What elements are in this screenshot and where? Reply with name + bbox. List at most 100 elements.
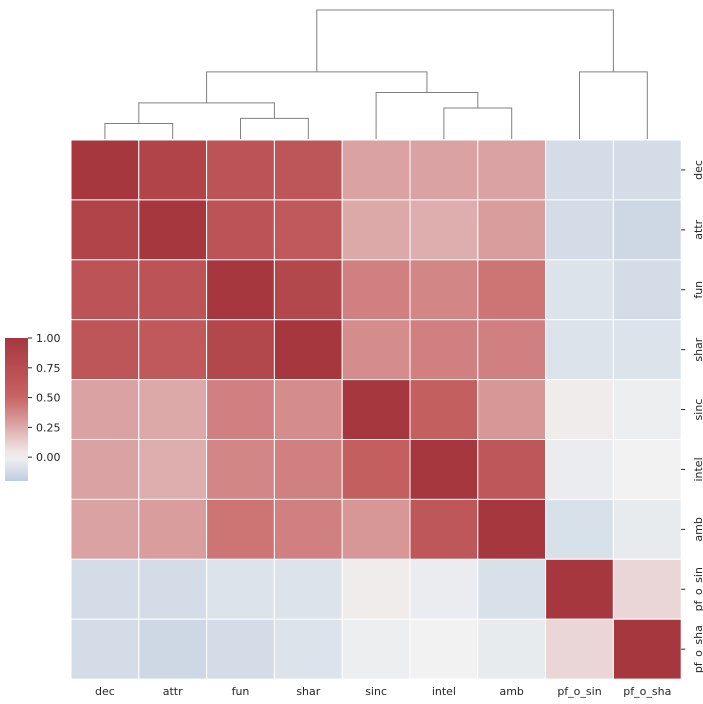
heatmap-cell-attr-attr xyxy=(138,199,208,261)
heatmap-cell-shar-sinc xyxy=(341,319,411,381)
heatmap-cell-sinc-intel xyxy=(409,379,479,441)
heatmap-cell-shar-pf_o_sin xyxy=(545,319,614,381)
heatmap-cell-fun-dec xyxy=(70,259,140,321)
column-dendrogram xyxy=(104,9,648,139)
heatmap-cell-fun-attr xyxy=(138,259,208,321)
colorbar-tick-label: 1.00 xyxy=(36,332,61,345)
heatmap-cell-amb-intel xyxy=(409,498,479,560)
row-label-dec: dec xyxy=(692,160,703,180)
row-label-amb: amb xyxy=(692,517,703,541)
heatmap-cell-intel-shar xyxy=(273,439,343,500)
heatmap-cell-dec-sinc xyxy=(341,139,411,201)
heatmap-cell-attr-amb xyxy=(477,199,547,261)
row-label-intel: intel xyxy=(692,457,703,481)
heatmap-cell-sinc-pf_o_sha xyxy=(612,379,682,441)
heatmap-cell-pf_o_sha-shar xyxy=(273,618,343,680)
heatmap-cell-amb-pf_o_sin xyxy=(545,498,614,560)
heatmap-cell-shar-fun xyxy=(206,319,275,381)
heatmap-cell-sinc-attr xyxy=(138,379,208,441)
heatmap-cell-dec-intel xyxy=(409,139,479,201)
heatmap-cell-intel-pf_o_sin xyxy=(545,439,614,500)
heatmap-cell-intel-intel xyxy=(409,439,479,500)
col-label-pf_o_sha: pf_o_sha xyxy=(623,685,671,698)
column-labels: dec attr fun shar sinc intel amb pf_o_sin pf_o_s… xyxy=(95,685,671,698)
colorbar: 1.00 0.75 0.50 0.25 0.00 xyxy=(5,332,61,481)
row-label-shar: shar xyxy=(692,337,703,361)
heatmap-cell-sinc-sinc xyxy=(341,379,411,441)
dendro-link-sinc xyxy=(375,92,479,139)
heatmap-cell-amb-pf_o_sha xyxy=(612,498,682,560)
heatmap-cell-pf_o_sin-pf_o_sin xyxy=(545,558,614,620)
heatmap-cell-dec-attr xyxy=(138,139,208,201)
heatmap-cell-amb-dec xyxy=(70,498,140,560)
row-labels: dec attr fun shar sinc intel amb pf_o_sin pf_o_s… xyxy=(681,160,703,673)
heatmap-cell-sinc-shar xyxy=(273,379,343,441)
heatmap-cell-sinc-amb xyxy=(477,379,547,441)
heatmap-cell-pf_o_sin-amb xyxy=(477,558,547,620)
dendro-link-pf xyxy=(579,71,648,139)
heatmap-cell-intel-dec xyxy=(70,439,140,500)
heatmap-cell-pf_o_sin-fun xyxy=(206,558,275,620)
heatmap-cell-fun-pf_o_sin xyxy=(545,259,614,321)
colorbar-gradient xyxy=(5,338,28,481)
heatmap-cell-pf_o_sha-pf_o_sin xyxy=(545,618,614,680)
heatmap-cell-dec-pf_o_sha xyxy=(612,139,682,201)
heatmap-cell-intel-sinc xyxy=(341,439,411,500)
dendro-link-root xyxy=(316,9,614,72)
colorbar-tick-label: 0.50 xyxy=(36,392,61,405)
heatmap-cell-pf_o_sha-amb xyxy=(477,618,547,680)
heatmap-cell-intel-amb xyxy=(477,439,547,500)
heatmap-cell-intel-fun xyxy=(206,439,275,500)
heatmap-cell-shar-dec xyxy=(70,319,140,381)
heatmap-cell-dec-dec xyxy=(70,139,140,201)
row-label-sinc: sinc xyxy=(692,399,703,421)
col-label-sinc: sinc xyxy=(365,685,387,698)
dendro-link-pairs xyxy=(138,102,275,124)
heatmap-cell-attr-sinc xyxy=(341,199,411,261)
heatmap-cell-fun-pf_o_sha xyxy=(612,259,682,321)
col-label-pf_o_sin: pf_o_sin xyxy=(557,685,601,698)
dendro-link-dec-attr xyxy=(104,123,174,139)
heatmap-cell-intel-attr xyxy=(138,439,208,500)
dendro-link-fun-shar xyxy=(240,117,309,139)
heatmap-cell-amb-sinc xyxy=(341,498,411,560)
dendro-link-left xyxy=(206,71,428,103)
col-label-dec: dec xyxy=(95,685,115,698)
heatmap-cell-pf_o_sha-attr xyxy=(138,618,208,680)
heatmap-cell-fun-intel xyxy=(409,259,479,321)
colorbar-tick-label: 0.75 xyxy=(36,362,61,375)
row-label-attr: attr xyxy=(692,219,703,239)
heatmap-cell-pf_o_sin-dec xyxy=(70,558,140,620)
heatmap-cell-dec-pf_o_sin xyxy=(545,139,614,201)
heatmap-cell-fun-shar xyxy=(273,259,343,321)
heatmap-cell-pf_o_sha-fun xyxy=(206,618,275,680)
heatmap-cell-shar-amb xyxy=(477,319,547,381)
heatmap-cell-dec-fun xyxy=(206,139,275,201)
colorbar-ticks: 1.00 0.75 0.50 0.25 0.00 xyxy=(28,332,61,464)
heatmap-cell-shar-intel xyxy=(409,319,479,381)
heatmap-cell-sinc-dec xyxy=(70,379,140,441)
heatmap-cell-amb-shar xyxy=(273,498,343,560)
heatmap-cell-amb-amb xyxy=(477,498,547,560)
heatmap-cell-shar-attr xyxy=(138,319,208,381)
heatmap-cell-amb-fun xyxy=(206,498,275,560)
heatmap-cell-attr-intel xyxy=(409,199,479,261)
heatmap-cell-attr-pf_o_sha xyxy=(612,199,682,261)
heatmap-cell-pf_o_sin-shar xyxy=(273,558,343,620)
heatmap-cell-intel-pf_o_sha xyxy=(612,439,682,500)
heatmap-cell-pf_o_sha-pf_o_sha xyxy=(612,618,682,680)
heatmap-cell-dec-shar xyxy=(273,139,343,201)
heatmap-cell-attr-pf_o_sin xyxy=(545,199,614,261)
col-label-fun: fun xyxy=(232,685,250,698)
heatmap-cell-amb-attr xyxy=(138,498,208,560)
heatmap-cell-pf_o_sin-pf_o_sha xyxy=(612,558,682,620)
colorbar-tick-label: 0.00 xyxy=(36,451,61,464)
colorbar-tick-label: 0.25 xyxy=(36,421,61,434)
row-label-fun: fun xyxy=(692,281,703,299)
col-label-attr: attr xyxy=(163,685,183,698)
col-label-amb: amb xyxy=(499,685,523,698)
heatmap-cell-pf_o_sin-intel xyxy=(409,558,479,620)
heatmap-cell-shar-pf_o_sha xyxy=(612,319,682,381)
row-label-pf_o_sin: pf_o_sin xyxy=(692,567,703,611)
